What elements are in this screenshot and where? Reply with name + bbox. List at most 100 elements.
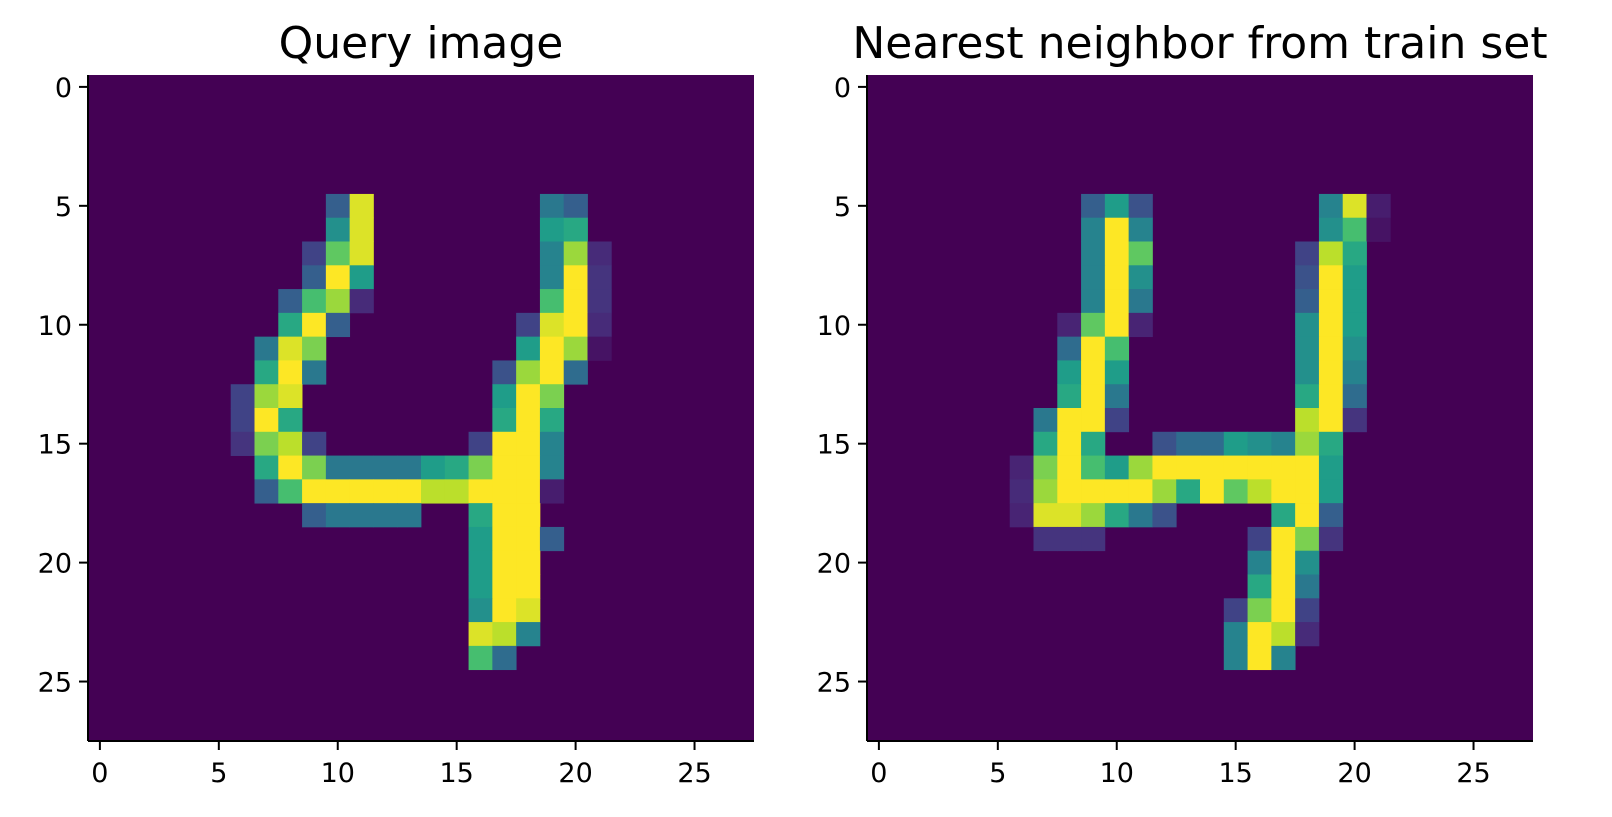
heatmap-cell xyxy=(1318,336,1344,361)
heatmap-cell xyxy=(1104,193,1130,219)
heatmap-cell xyxy=(1223,431,1248,456)
heatmap-cell xyxy=(1271,574,1296,599)
heatmap-cell xyxy=(539,265,565,290)
heatmap-cell xyxy=(1152,455,1177,480)
x-tick-label: 10 xyxy=(321,758,355,789)
heatmap-cell xyxy=(1271,645,1296,671)
heatmap-cell xyxy=(1271,622,1296,647)
heatmap-cell xyxy=(1104,312,1130,338)
heatmap-cell xyxy=(1318,289,1344,314)
heatmap-cell xyxy=(254,455,279,480)
heatmap-cell xyxy=(1318,241,1344,266)
heatmap-cell xyxy=(563,360,588,385)
heatmap-cell xyxy=(325,265,351,290)
heatmap-cell xyxy=(349,265,374,290)
heatmap-cell xyxy=(1318,455,1344,480)
heatmap-cell xyxy=(563,265,588,290)
heatmap-cell xyxy=(254,431,279,456)
heatmap-cell xyxy=(278,479,303,504)
heatmap-cell xyxy=(1247,550,1272,575)
heatmap-cell xyxy=(468,598,493,623)
heatmap-cell xyxy=(539,526,565,552)
heatmap-cell xyxy=(539,408,565,433)
heatmap-cell xyxy=(302,455,327,480)
heatmap-cell xyxy=(1128,289,1153,314)
x-tick-label: 0 xyxy=(870,758,887,789)
heatmap-cell xyxy=(349,193,374,219)
heatmap-cell xyxy=(1271,503,1296,528)
y-tick-label: 15 xyxy=(38,430,72,461)
heatmap-cell xyxy=(468,526,493,552)
heatmap-cell xyxy=(516,550,541,575)
y-axis: 0 5 10 15 20 25 xyxy=(817,73,867,699)
heatmap-cell xyxy=(302,289,327,314)
heatmap-cell xyxy=(492,479,517,504)
heatmap-cell xyxy=(516,360,541,385)
heatmap-cell xyxy=(516,503,541,528)
heatmap-cell xyxy=(1033,479,1058,504)
heatmap-cell xyxy=(1128,455,1153,480)
heatmap-cell xyxy=(1033,455,1058,480)
y-tick-label: 0 xyxy=(834,73,851,104)
heatmap-cell xyxy=(1081,526,1106,552)
heatmap-cell xyxy=(1104,503,1130,528)
heatmap-cell xyxy=(539,336,565,361)
panel-nearest-neighbor: Nearest neighbor from train set 0 5 10 15 20… xyxy=(817,18,1548,789)
heatmap-cell xyxy=(468,645,493,671)
heatmap-cell xyxy=(1128,193,1153,219)
heatmap-cell xyxy=(1081,503,1106,528)
heatmap-cell xyxy=(1128,503,1153,528)
heatmap-cell xyxy=(1152,503,1177,528)
heatmap-cell xyxy=(1223,479,1248,504)
heatmap-cell xyxy=(539,360,565,385)
heatmap-background xyxy=(867,75,1533,741)
heatmap-cell xyxy=(1057,431,1082,456)
heatmap-cell xyxy=(1318,360,1344,385)
y-tick-label: 25 xyxy=(817,668,851,699)
heatmap-cell xyxy=(1271,526,1296,552)
x-tick-label: 20 xyxy=(558,758,592,789)
heatmap-cell xyxy=(468,622,493,647)
x-tick-label: 25 xyxy=(677,758,711,789)
heatmap-cell xyxy=(278,408,303,433)
heatmap-cell xyxy=(563,241,588,266)
heatmap-cell xyxy=(1318,312,1344,338)
heatmap-cell xyxy=(587,289,612,314)
heatmap-cell xyxy=(1271,479,1296,504)
heatmap-cell xyxy=(1318,503,1344,528)
heatmap-cell xyxy=(302,479,327,504)
heatmap-cell xyxy=(1318,217,1344,242)
heatmap-cell xyxy=(1081,431,1106,456)
heatmap-cell xyxy=(1295,384,1320,409)
heatmap-cell xyxy=(325,503,351,528)
heatmap-cell xyxy=(1104,408,1130,433)
heatmap-cell xyxy=(539,384,565,409)
heatmap-cell xyxy=(1104,241,1130,266)
axes-frame xyxy=(87,75,754,742)
heatmap-cell xyxy=(1342,384,1367,409)
heatmap-cell xyxy=(1152,479,1177,504)
y-tick-label: 25 xyxy=(38,668,72,699)
heatmap-cell xyxy=(1200,455,1225,480)
panel-title: Query image xyxy=(279,18,564,69)
heatmap-cell xyxy=(539,241,565,266)
heatmap-cells xyxy=(88,75,754,741)
heatmap-cell xyxy=(587,265,612,290)
heatmap-cell xyxy=(349,289,374,314)
heatmap-cell xyxy=(587,336,612,361)
heatmap-cell xyxy=(349,217,374,242)
heatmap-cell xyxy=(1081,289,1106,314)
x-tick-label: 15 xyxy=(1218,758,1252,789)
heatmap-cell xyxy=(1295,360,1320,385)
panel-title: Nearest neighbor from train set xyxy=(852,18,1547,69)
heatmap-cell xyxy=(468,455,493,480)
heatmap-cell xyxy=(492,384,517,409)
heatmap-cell xyxy=(349,503,374,528)
heatmap-cell xyxy=(1128,241,1153,266)
heatmap-cell xyxy=(1295,479,1320,504)
heatmap-cell xyxy=(1176,455,1201,480)
heatmap-cell xyxy=(539,193,565,219)
heatmap-cell xyxy=(516,598,541,623)
heatmap-cell xyxy=(516,408,541,433)
heatmap-cell xyxy=(516,431,541,456)
